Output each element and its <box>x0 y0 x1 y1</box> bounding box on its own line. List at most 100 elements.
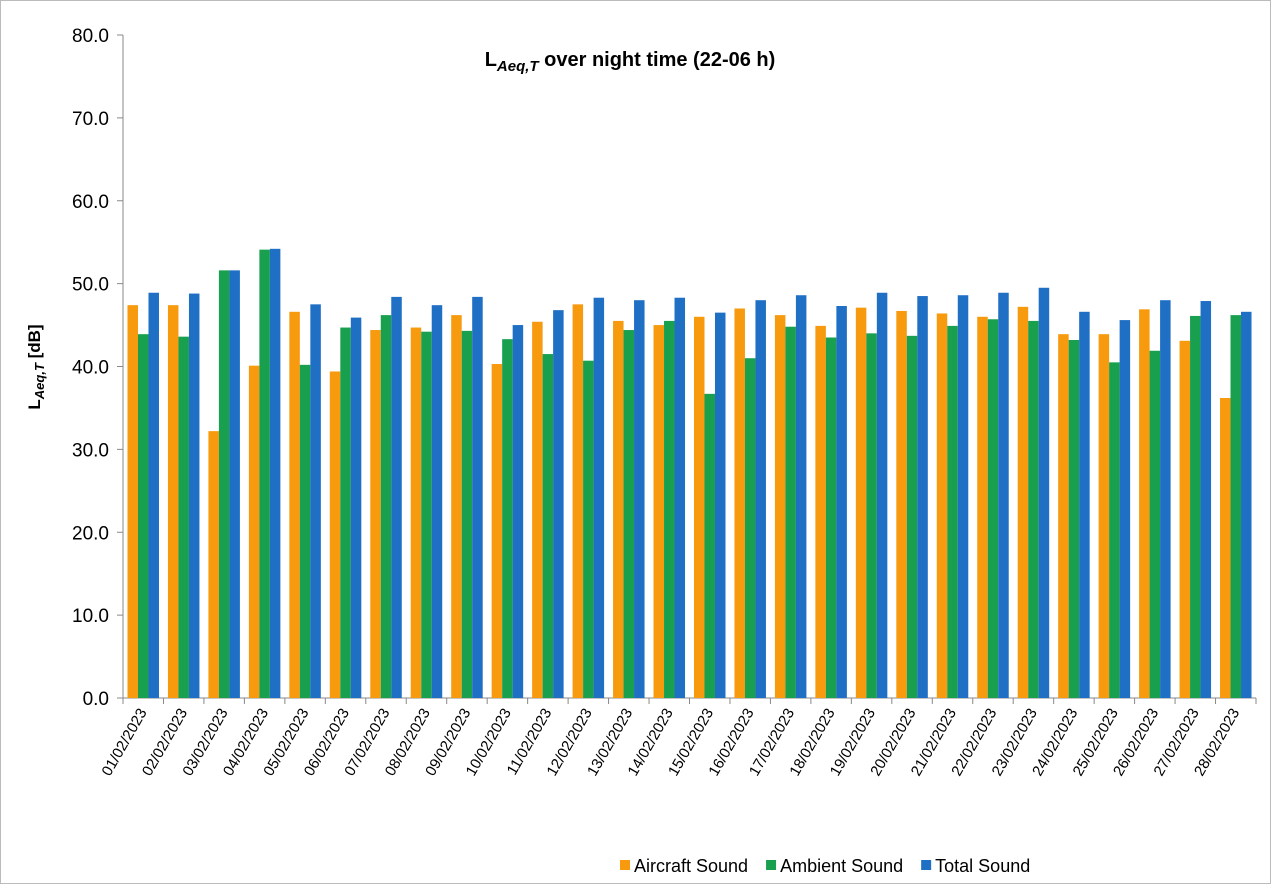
bar <box>391 296 402 698</box>
bar <box>1038 287 1050 698</box>
chart-title: LAeq,T over night time (22-06 h) <box>485 49 776 75</box>
bar <box>957 295 969 698</box>
bar <box>1220 397 1231 698</box>
y-label-main: L <box>25 399 44 409</box>
y-tick-label: 70.0 <box>72 109 109 130</box>
bar <box>836 306 847 698</box>
legend-label: Ambient Sound <box>780 856 903 876</box>
bar <box>1068 339 1080 698</box>
bar <box>329 371 341 698</box>
bar <box>1119 320 1131 698</box>
y-axis-label: LAeq,T [dB] <box>25 324 47 409</box>
legend-swatch <box>620 860 630 870</box>
bar <box>218 270 230 698</box>
bar <box>553 310 564 698</box>
legend-label: Aircraft Sound <box>634 856 748 876</box>
y-tick-label: 40.0 <box>72 358 109 379</box>
bar <box>148 292 159 698</box>
bar <box>664 320 675 698</box>
bar <box>815 325 826 698</box>
bar <box>259 249 270 699</box>
bar <box>998 292 1009 698</box>
bar <box>795 295 807 698</box>
bar <box>229 270 240 698</box>
legend-swatch <box>766 860 777 870</box>
bar <box>583 360 594 698</box>
bar <box>1079 311 1090 698</box>
bar <box>1230 315 1242 698</box>
bar <box>451 315 462 698</box>
bar <box>532 321 543 698</box>
bar <box>1190 315 1201 698</box>
bar <box>410 327 422 698</box>
bar <box>623 330 635 698</box>
bar <box>572 304 584 698</box>
bar <box>299 364 311 698</box>
bar <box>1160 300 1171 698</box>
bar <box>127 305 138 698</box>
y-label-sub: Aeq,T <box>32 362 47 400</box>
bar <box>370 330 381 698</box>
bar <box>1241 311 1252 698</box>
y-tick-label: 80.0 <box>72 26 109 47</box>
bar <box>1017 306 1029 698</box>
legend-swatch <box>921 860 932 870</box>
bar <box>1028 320 1039 698</box>
legend-label: Total Sound <box>935 856 1030 876</box>
bar <box>785 326 796 698</box>
bar <box>137 334 149 698</box>
bar <box>825 337 837 698</box>
bar <box>704 393 715 698</box>
bar <box>491 364 503 698</box>
bar <box>714 312 726 698</box>
bar <box>208 431 219 698</box>
bar <box>289 311 300 698</box>
bar <box>1058 334 1069 698</box>
bar <box>906 335 918 698</box>
title-sub: Aeq,T <box>496 58 541 75</box>
y-tick-label: 30.0 <box>72 440 109 461</box>
bar <box>167 305 179 698</box>
bar <box>472 296 483 698</box>
bar <box>310 304 321 698</box>
bar <box>613 320 624 698</box>
bar <box>876 292 888 698</box>
bar <box>502 339 513 698</box>
bar <box>947 325 958 698</box>
title-main: L <box>485 49 497 71</box>
y-tick-label: 20.0 <box>72 523 109 544</box>
bar <box>855 307 867 698</box>
y-tick-label: 0.0 <box>83 689 109 710</box>
bar <box>1109 362 1120 698</box>
bar <box>693 316 705 698</box>
bar <box>674 297 686 698</box>
bar <box>542 354 554 698</box>
bar <box>188 293 200 698</box>
bar <box>248 365 260 698</box>
bar <box>936 313 948 698</box>
bar <box>653 325 665 698</box>
bar <box>774 315 786 698</box>
bar <box>1179 340 1191 698</box>
bar <box>755 300 766 698</box>
bar <box>1200 301 1212 698</box>
bar <box>512 325 524 698</box>
bar <box>1098 334 1110 698</box>
bar <box>917 296 928 698</box>
bar <box>896 310 907 698</box>
bar <box>431 305 443 698</box>
bar <box>350 317 362 698</box>
bar <box>461 330 473 698</box>
bar <box>1139 309 1150 698</box>
bar <box>977 316 988 698</box>
bar <box>269 248 281 698</box>
bar <box>734 308 745 698</box>
bar <box>1149 350 1161 698</box>
bar <box>340 327 351 698</box>
y-tick-label: 60.0 <box>72 192 109 213</box>
bar <box>178 336 189 698</box>
bar <box>593 297 605 698</box>
bar <box>744 358 756 698</box>
y-label-rest: [dB] <box>25 324 44 363</box>
